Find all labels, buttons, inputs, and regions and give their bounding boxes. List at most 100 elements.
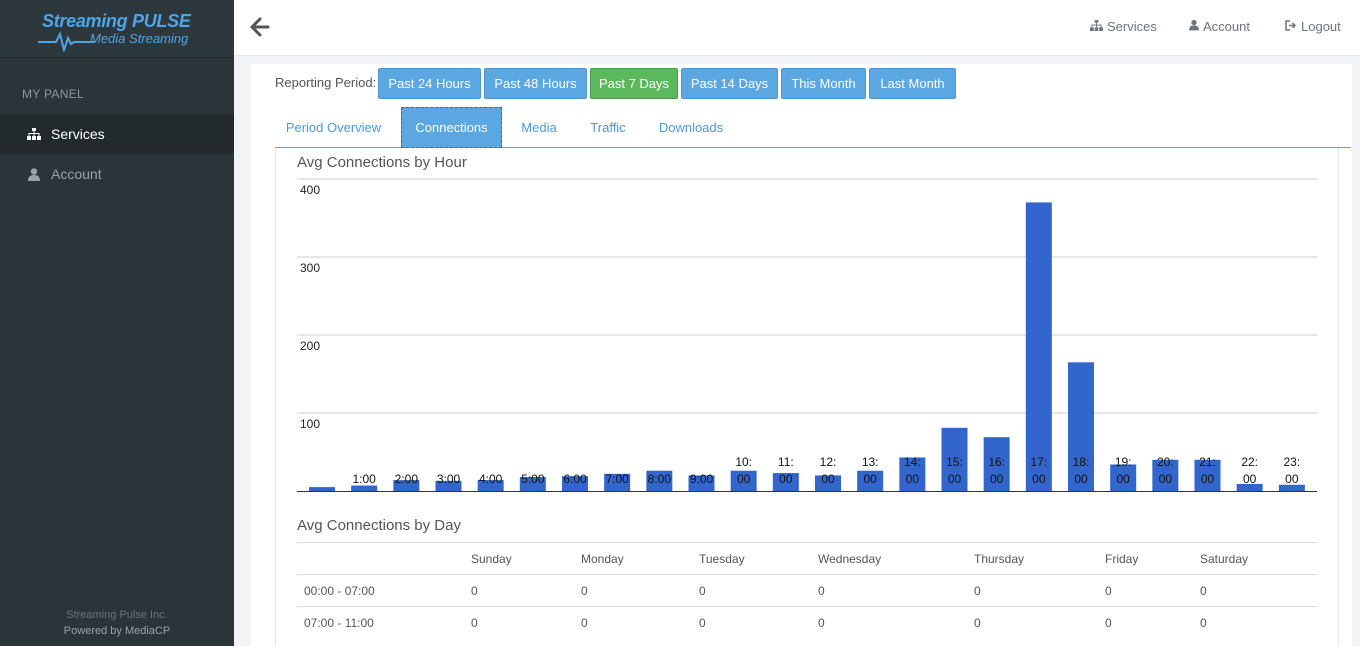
table-cell: 0 <box>464 606 574 639</box>
x-tick-label: 00 <box>1116 472 1130 486</box>
table-row: 07:00 - 11:00 0 0 0 0 0 0 0 <box>297 606 1317 639</box>
chart-bar <box>941 427 968 491</box>
x-tick-label: 22: <box>1241 455 1258 469</box>
sitemap-icon <box>1090 19 1103 34</box>
x-tick-label: 15: <box>946 455 963 469</box>
period-this-month-button[interactable]: This Month <box>781 68 866 99</box>
table-cell: 0 <box>811 574 967 607</box>
chart-bar <box>1110 464 1137 491</box>
chart-bar <box>562 476 588 491</box>
chart-bar <box>730 470 757 491</box>
arrow-left-icon[interactable] <box>250 16 270 38</box>
day-table-title: Avg Connections by Day <box>297 517 461 534</box>
x-tick-label: 00 <box>1201 472 1215 486</box>
chart-bar <box>688 475 715 491</box>
period-past-7-days-button[interactable]: Past 7 Days <box>590 68 678 99</box>
period-last-month-button[interactable]: Last Month <box>869 68 956 99</box>
top-logout-link[interactable]: Logout <box>1285 19 1341 34</box>
x-tick-label: 00 <box>1074 472 1088 486</box>
x-tick-label: 8:00 <box>648 472 672 486</box>
reporting-period-label: Reporting Period: <box>275 75 377 90</box>
tab-period-overview[interactable]: Period Overview <box>285 120 382 135</box>
chart-bar <box>1236 483 1263 491</box>
x-tick-label: 17: <box>1030 455 1047 469</box>
table-cell: 0 <box>574 606 692 639</box>
chart-bar <box>1278 484 1305 491</box>
sidebar-item-label: Account <box>51 166 102 182</box>
table-cell: 0 <box>1193 574 1317 607</box>
chart-bar <box>646 470 673 491</box>
sign-out-icon <box>1285 19 1297 34</box>
x-tick-label: 16: <box>988 455 1005 469</box>
tab-traffic[interactable]: Traffic <box>590 120 626 135</box>
table-cell: 0 <box>1193 606 1317 639</box>
y-tick-label: 400 <box>300 183 320 197</box>
sidebar-item-services[interactable]: Services <box>0 114 234 154</box>
x-tick-label: 00 <box>948 472 962 486</box>
x-tick-label: 9:00 <box>690 472 714 486</box>
brand-tagline: Media Streaming <box>90 31 189 46</box>
table-cell: 0 <box>692 574 811 607</box>
period-past-14-days-button[interactable]: Past 14 Days <box>681 68 778 99</box>
x-tick-label: 1:00 <box>352 472 376 486</box>
table-header-row: Sunday Monday Tuesday Wednesday Thursday… <box>297 542 1317 575</box>
x-tick-label: 00 <box>1285 472 1299 486</box>
tab-downloads[interactable]: Downloads <box>658 120 724 135</box>
column-header: Monday <box>574 542 692 575</box>
x-tick-label: 23: <box>1283 455 1300 469</box>
top-services-link[interactable]: Services <box>1090 19 1157 34</box>
user-icon <box>1189 19 1199 34</box>
table-row: 00:00 - 07:00 0 0 0 0 0 0 0 <box>297 574 1317 607</box>
chart-bar <box>1025 202 1052 491</box>
x-tick-label: 10: <box>735 455 752 469</box>
x-tick-label: 14: <box>904 455 921 469</box>
x-tick-label: 6:00 <box>563 472 587 486</box>
table-cell: 0 <box>574 574 692 607</box>
brand-logo[interactable]: Streaming PULSE Media Streaming <box>0 0 234 58</box>
x-tick-label: 00 <box>821 472 835 486</box>
x-tick-label: 4:00 <box>479 472 503 486</box>
footer-company: Streaming Pulse Inc. <box>66 609 168 621</box>
top-account-link[interactable]: Account <box>1189 19 1250 34</box>
statistics-panel: Reporting Period: Past 24 Hours Past 48 … <box>251 64 1352 646</box>
sidebar-heading: MY PANEL <box>22 87 84 101</box>
table-cell: 0 <box>464 574 574 607</box>
brand-name: Streaming PULSE <box>42 11 191 31</box>
chart-bar <box>983 437 1010 491</box>
tab-media[interactable]: Media <box>521 120 557 135</box>
period-past-48-hours-button[interactable]: Past 48 Hours <box>484 68 587 99</box>
top-services-label: Services <box>1107 19 1157 34</box>
user-icon <box>26 167 42 181</box>
sidebar-item-account[interactable]: Account <box>0 154 234 194</box>
table-cell: 0 <box>967 606 1098 639</box>
topbar: Services Account Logout <box>234 0 1360 56</box>
table-cell: 00:00 - 07:00 <box>297 574 464 607</box>
tab-connections[interactable]: Connections <box>401 107 502 148</box>
x-tick-label: 11: <box>778 455 794 469</box>
top-logout-label: Logout <box>1301 19 1341 34</box>
x-tick-label: 21: <box>1199 455 1216 469</box>
chart-bar <box>815 475 841 491</box>
chart-bar <box>435 480 462 491</box>
x-tick-label: 00 <box>1159 472 1173 486</box>
hour-bar-chart: 100 200 300 400 1:00 2:00 3:00 4:00 5:00 6:00 7:00… <box>297 178 1317 492</box>
x-tick-label: 2:00 <box>395 472 419 486</box>
sidebar-item-label: Services <box>51 126 105 142</box>
x-tick-label: 00 <box>1032 472 1046 486</box>
table-cell: 07:00 - 11:00 <box>297 606 464 639</box>
period-past-24-hours-button[interactable]: Past 24 Hours <box>378 68 481 99</box>
chart-bar <box>857 470 884 491</box>
x-tick-label: 13: <box>862 455 879 469</box>
table-cell: 0 <box>811 606 967 639</box>
column-header: Tuesday <box>692 542 811 575</box>
x-tick-label: 00 <box>1243 472 1257 486</box>
x-tick-label: 00 <box>906 472 920 486</box>
x-tick-label: 19: <box>1115 455 1132 469</box>
x-tick-label: 00 <box>863 472 877 486</box>
column-header: Sunday <box>464 542 574 575</box>
column-header: Saturday <box>1193 542 1317 575</box>
x-tick-label: 20: <box>1157 455 1174 469</box>
top-account-label: Account <box>1203 19 1250 34</box>
x-tick-label: 3:00 <box>437 472 461 486</box>
x-tick-label: 12: <box>820 455 837 469</box>
